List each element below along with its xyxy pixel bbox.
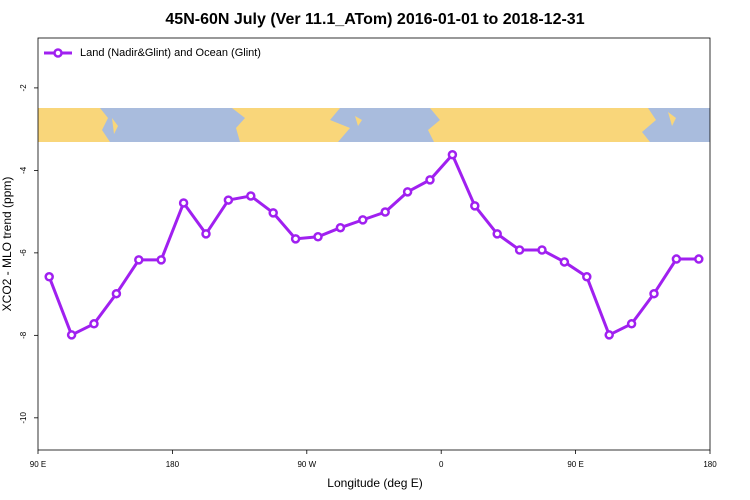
data-point: [246, 191, 256, 201]
data-point: [178, 198, 189, 208]
x-tick-label: 180: [703, 460, 717, 469]
data-point: [335, 222, 346, 233]
chart-title: 45N-60N July (Ver 11.1_ATom) 2016-01-01 …: [165, 11, 584, 28]
data-point: [626, 319, 637, 329]
legend-marker: [53, 48, 63, 58]
data-point: [134, 255, 144, 265]
plot-frame: [37, 37, 711, 451]
data-point: [447, 149, 458, 160]
y-tick-label: -6: [19, 249, 28, 257]
series-line: [47, 151, 699, 338]
map-strip: [38, 108, 710, 142]
data-point: [470, 201, 480, 211]
data-point: [425, 175, 435, 185]
data-point: [582, 272, 592, 282]
data-point: [649, 288, 659, 299]
data-point: [44, 272, 54, 282]
x-axis-label: Longitude (deg E): [327, 476, 422, 490]
data-point: [358, 215, 368, 225]
data-point: [514, 245, 525, 255]
data-point: [537, 245, 547, 255]
data-point: [89, 319, 99, 329]
data-point: [111, 288, 122, 299]
data-point: [694, 254, 704, 264]
x-tick-label: 180: [166, 460, 180, 469]
data-point: [380, 207, 390, 217]
x-tick-label: 90 E: [30, 460, 46, 469]
x-tick-label: 90 E: [567, 460, 583, 469]
data-point: [671, 254, 682, 264]
data-point: [559, 257, 570, 267]
data-point: [604, 330, 614, 340]
data-point: [156, 255, 166, 265]
data-point: [268, 208, 278, 218]
y-axis-label: XCO2 - MLO trend (ppm): [0, 177, 14, 312]
data-point: [313, 232, 323, 242]
x-tick-label: 90 W: [297, 460, 316, 469]
y-tick-label: -10: [19, 411, 28, 423]
data-point: [201, 229, 211, 239]
y-tick-label: -2: [19, 84, 28, 92]
data-point: [223, 195, 234, 205]
data-point: [66, 330, 77, 340]
x-tick-label: 0: [439, 460, 444, 469]
data-point: [290, 234, 301, 244]
y-tick-label: -8: [19, 331, 28, 339]
data-point: [402, 187, 413, 197]
data-point: [492, 229, 502, 239]
y-tick-label: -4: [19, 166, 28, 174]
legend-label: Land (Nadir&Glint) and Ocean (Glint): [80, 47, 261, 59]
